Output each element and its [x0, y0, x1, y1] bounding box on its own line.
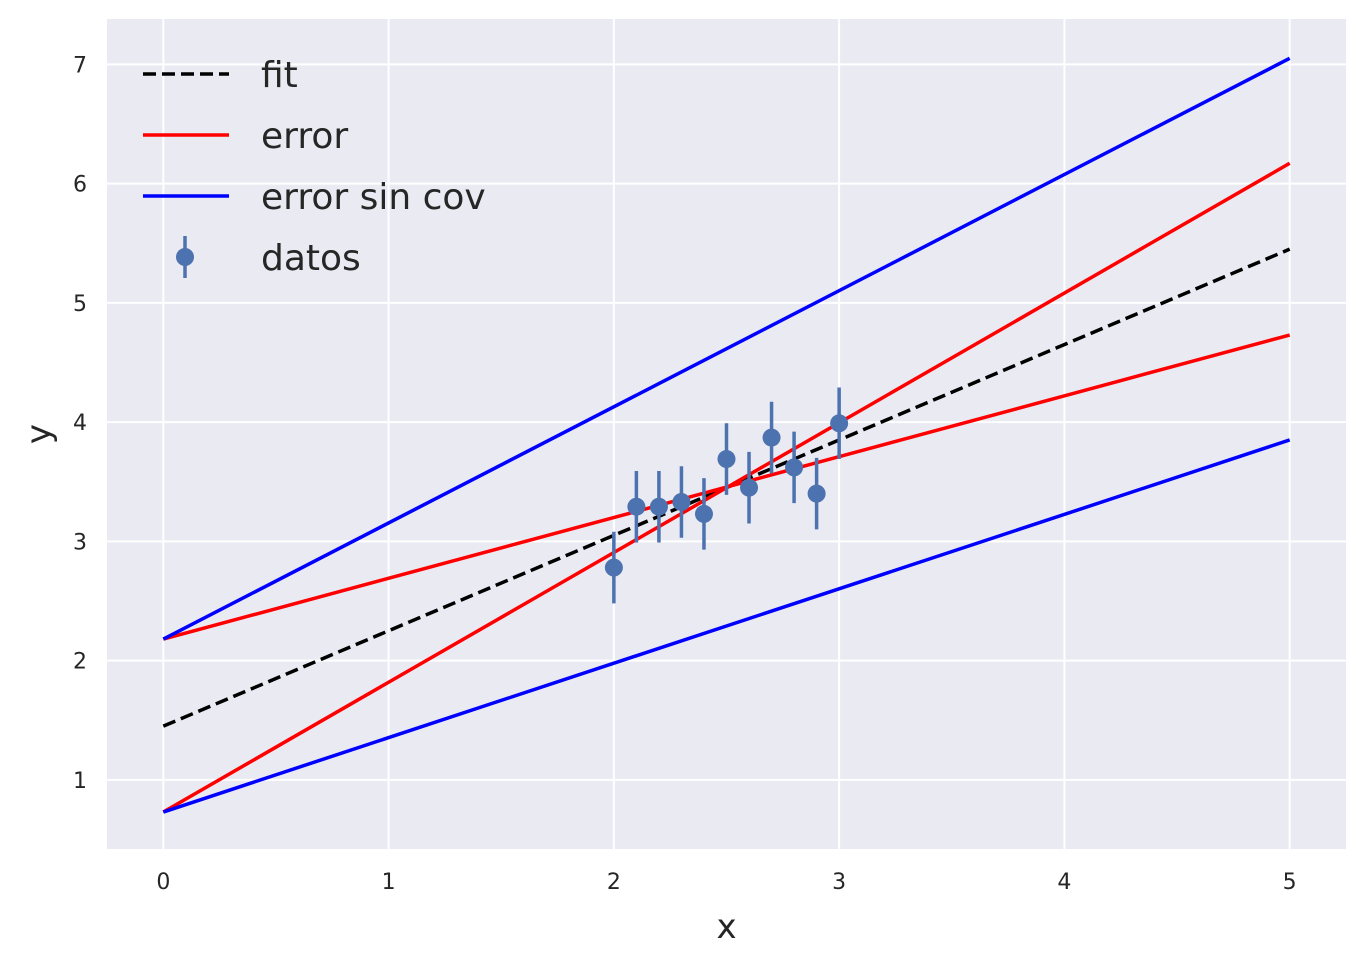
data-point	[807, 484, 826, 503]
data-point	[672, 492, 691, 511]
legend-swatch-marker	[176, 248, 194, 266]
y-tick-label: 6	[73, 173, 87, 198]
legend-item: datos	[176, 236, 361, 279]
y-tick-label: 7	[73, 53, 87, 78]
y-tick-label: 2	[73, 650, 87, 675]
data-point	[604, 558, 623, 577]
x-tick-label: 0	[156, 870, 170, 895]
legend-item: fit	[143, 55, 298, 96]
series-line-error-sin-cov	[162, 438, 1291, 814]
legend-label: error sin cov	[261, 177, 486, 218]
y-tick-label: 5	[73, 292, 87, 317]
legend-label: error	[261, 116, 348, 157]
grid	[107, 19, 1346, 849]
data-point	[694, 504, 713, 523]
data-point	[717, 450, 736, 469]
x-tick-label: 2	[607, 870, 621, 895]
y-tick-label: 1	[73, 769, 87, 794]
data-point	[762, 428, 781, 447]
y-axis-label: y	[19, 424, 59, 444]
legend-label: fit	[261, 55, 298, 96]
x-tick-label: 3	[832, 870, 846, 895]
y-tick-label: 3	[73, 530, 87, 555]
series-line-error-sin-cov	[162, 56, 1291, 641]
x-tick-label: 1	[382, 870, 396, 895]
legend-item: error	[143, 116, 348, 157]
legend-label: datos	[261, 238, 361, 279]
data-point	[649, 497, 668, 516]
y-tick-label: 4	[73, 411, 87, 436]
legend-item: error sin cov	[143, 177, 486, 218]
data-point	[785, 458, 804, 477]
series-layer	[162, 56, 1291, 814]
data-point	[830, 414, 849, 433]
data-point	[740, 478, 759, 497]
x-axis-label: x	[716, 907, 736, 947]
tick-labels: 0 1 2 3 4 5 1 2 3 4 5 6 7	[73, 53, 1297, 895]
data-point	[627, 497, 646, 516]
x-tick-label: 5	[1283, 870, 1297, 895]
x-tick-label: 4	[1057, 870, 1071, 895]
legend: fit error error sin cov datos	[143, 55, 486, 279]
